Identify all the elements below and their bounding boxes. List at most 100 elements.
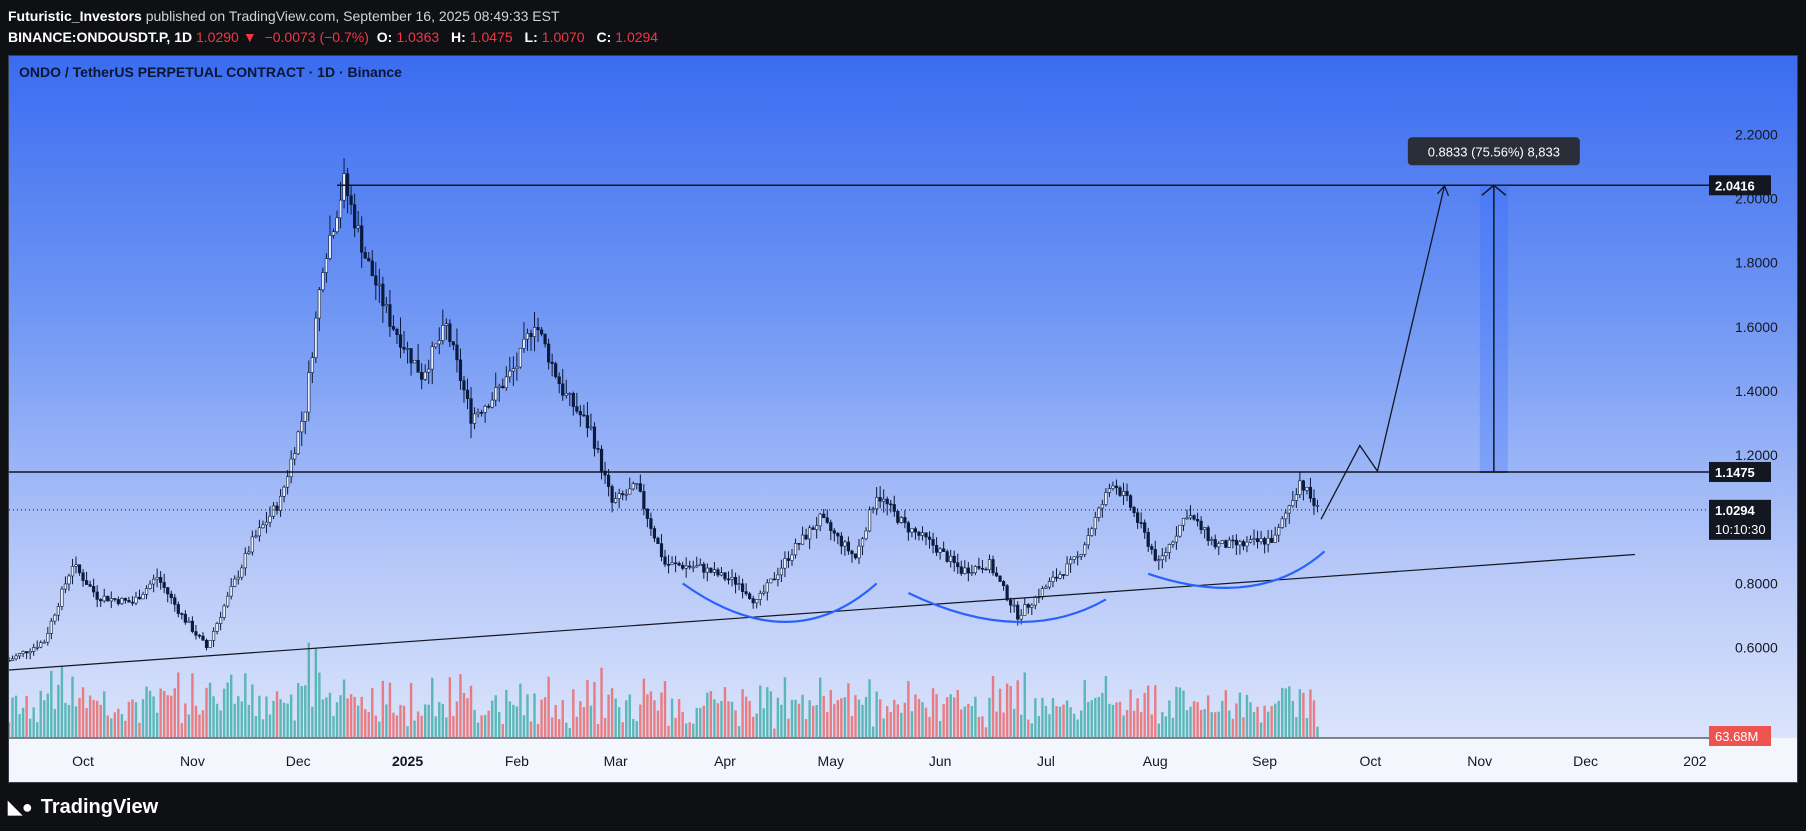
volume-bar [1302,692,1305,738]
candle-body [187,620,191,623]
candle-body [465,389,470,400]
volume-bar [840,698,843,738]
candle-body [762,591,766,594]
volume-bar [378,721,381,738]
volume-bar [431,677,434,738]
candle-body [487,405,491,408]
publish-info: published on TradingView.com, September … [145,8,560,24]
candle-body [547,343,551,363]
candle-body [892,504,896,512]
volume-bar [1108,703,1111,738]
candle-body [127,600,131,603]
candle-body [233,578,237,587]
candle-body [1298,480,1302,496]
volume-bar [311,706,314,738]
candle-body [219,617,223,624]
chart-panel[interactable]: ONDO / TetherUS PERPETUAL CONTRACT · 1D … [8,55,1798,783]
candle-body [458,359,463,381]
volume-bar [141,699,145,738]
candle-body [585,415,590,429]
candle-body [737,583,741,586]
x-tick-label: Nov [1467,753,1492,769]
candle-body [1312,498,1316,506]
candle-body [920,532,925,536]
candle-body [786,558,791,561]
low-label: L: [524,29,538,45]
candle-body [190,620,195,632]
volume-bar [1037,716,1041,738]
candle-body [314,317,318,358]
volume-bar [917,698,921,738]
candle-body [391,326,396,330]
x-tick-label: Oct [1360,753,1382,769]
volume-bar [88,695,92,738]
candle-body [99,599,103,602]
candle-body [130,601,135,604]
candle-body [1217,543,1221,548]
volume-bar [536,723,540,738]
candle-body [695,565,699,568]
candle-body [32,647,36,652]
author-name[interactable]: Futuristic_Investors [8,8,142,24]
x-tick-label: 2025 [392,753,423,769]
price-chart[interactable]: ONDO / TetherUS PERPETUAL CONTRACT · 1D … [9,56,1797,782]
volume-bar [1076,719,1079,738]
volume-bar [878,699,882,738]
volume-bar [981,716,984,738]
candle-body [1224,540,1228,548]
volume-bar [222,688,226,738]
volume-bar [43,700,46,738]
candle-body [1019,614,1023,620]
volume-bar [335,702,339,738]
candle-body [1227,539,1231,548]
volume-bar [413,720,416,738]
candle-body [1301,480,1305,491]
volume-bar [120,714,124,738]
brand-name[interactable]: TradingView [40,796,159,818]
volume-bar [265,696,268,738]
y-tick-label: 1.6000 [1735,319,1778,335]
volume-bar [677,699,681,738]
candle-body [1026,604,1030,608]
candle-body [543,333,547,345]
volume-bar [332,715,335,738]
candle-body [180,613,184,615]
volume-bar [1083,680,1086,738]
candle-body [476,412,480,415]
volume-bar [318,672,321,738]
volume-bar [480,715,483,738]
volume-bar [272,700,275,738]
candle-body [444,323,448,326]
candle-body [705,567,709,573]
volume-bar [1259,722,1263,738]
candle-body [564,393,568,396]
candle-body [987,559,992,570]
volume-bar [688,722,691,738]
volume-bar [92,699,95,738]
candle-body [247,551,251,554]
candle-body [402,347,406,350]
candle-body [328,235,332,259]
candle-body [222,605,226,618]
candle-body [254,535,258,538]
candle-body [511,368,515,372]
volume-bar [18,713,21,738]
candle-body [691,566,695,569]
volume-bar [762,708,765,738]
symbol-label[interactable]: BINANCE:ONDOUSDT.P, 1D [8,29,193,45]
candle-body [673,562,678,565]
candle-body [1121,490,1126,496]
volume-bar [21,707,25,738]
volume-bar [170,695,173,738]
candle-body [1150,546,1154,550]
volume-bar [388,682,392,738]
volume-bar [473,709,476,738]
candle-body [152,578,156,585]
volume-bar [695,707,698,738]
candle-body [758,593,762,600]
volume-bar [970,705,974,738]
volume-bar [833,704,836,738]
volume-bar [610,688,614,738]
volume-bar [512,704,515,738]
volume-bar [1291,701,1295,738]
